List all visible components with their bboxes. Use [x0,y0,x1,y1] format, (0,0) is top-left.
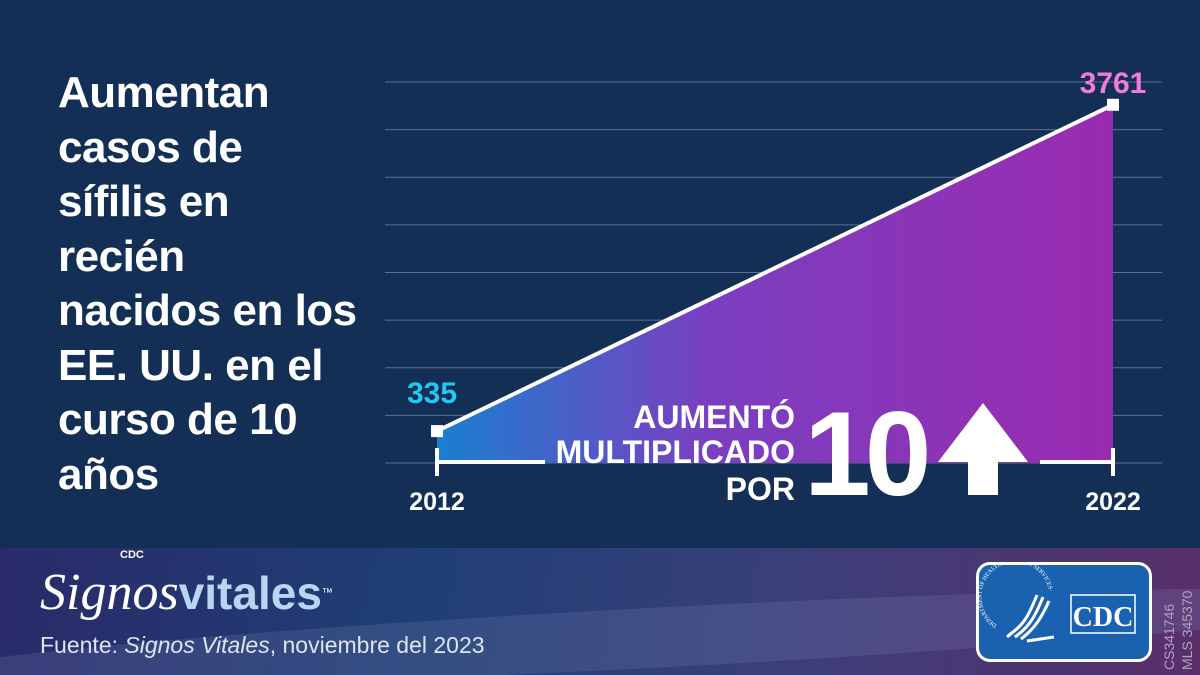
data-label-2012: 335 [407,377,457,410]
footer: CDC Signosvitales™ Fuente: Signos Vitale… [0,548,1200,675]
source-text: Fuente: Signos Vitales, noviembre del 20… [40,632,485,658]
data-label-2022: 3761 [1080,67,1147,100]
annotation-line2: MULTIPLICADO [556,434,795,470]
data-point-2022 [1107,98,1119,111]
svg-text:CDC: CDC [1073,602,1134,633]
annotation-line1: AUMENTÓ [633,399,795,435]
signos-vitales-logo: CDC Signosvitales™ [40,549,333,621]
annotation-big-number: 10 [804,387,927,521]
chart: 335 3761 2012 2022 AUMENTÓ MULTIPLICADO … [385,67,1162,521]
trend-line [436,102,1114,433]
tick-label-2022: 2022 [1085,488,1141,516]
data-point-2012 [431,425,443,438]
tick-label-2012: 2012 [409,488,465,516]
area-fill [437,104,1113,464]
axis-bracket [435,448,1115,476]
publication-codes: CS341746 MLS 345370 [1161,590,1195,670]
hhs-eagle-icon [1006,594,1055,643]
page-title: Aumentan casos de sífilis en recién naci… [58,68,357,499]
annotation: AUMENTÓ MULTIPLICADO POR 10 [556,387,933,521]
up-arrow-icon [938,403,1028,495]
hhs-cdc-logo: DEPARTMENT OF HEALTH & HUMAN SERVICES·US… [976,558,1152,662]
annotation-line3: POR [726,471,795,507]
